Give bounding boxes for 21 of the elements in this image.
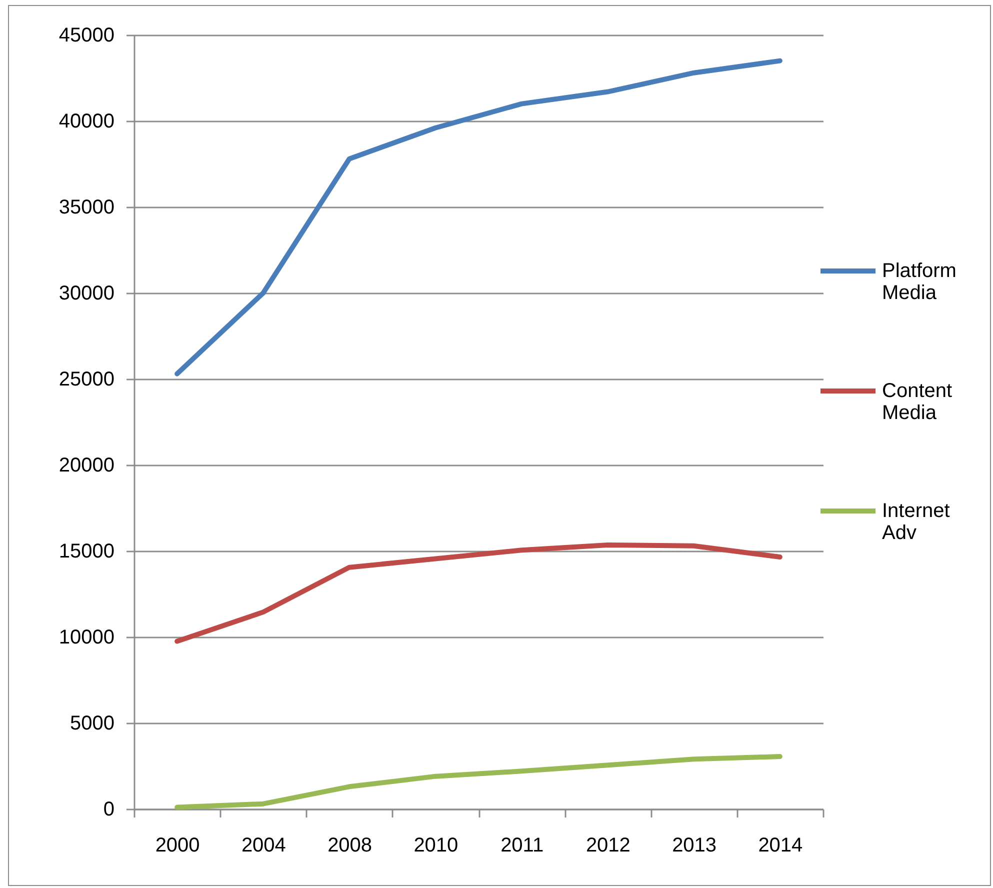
y-tick-label: 10000 (58, 626, 114, 648)
y-tick-label: 0 (103, 798, 114, 820)
x-tick-label: 2004 (241, 834, 286, 856)
legend-label: Internet Adv (882, 500, 950, 544)
x-tick-label: 2010 (414, 834, 458, 856)
legend-label: Platform Media (882, 260, 956, 304)
y-tick-label: 15000 (58, 540, 114, 562)
y-tick-label: 40000 (58, 110, 114, 132)
y-tick-label: 5000 (70, 712, 114, 734)
y-tick-label: 45000 (58, 24, 114, 46)
x-tick-label: 2012 (586, 834, 630, 856)
x-tick-label: 2013 (672, 834, 717, 856)
y-tick-label: 25000 (58, 368, 114, 390)
y-tick-label: 35000 (58, 196, 114, 218)
x-tick-label: 2008 (328, 834, 372, 856)
y-tick-label: 30000 (58, 282, 114, 304)
x-tick-label: 2011 (500, 834, 544, 856)
x-tick-label: 2000 (155, 834, 200, 856)
x-tick-label: 2014 (758, 834, 803, 856)
legend-label: Content Media (882, 380, 952, 424)
y-tick-label: 20000 (58, 454, 114, 476)
